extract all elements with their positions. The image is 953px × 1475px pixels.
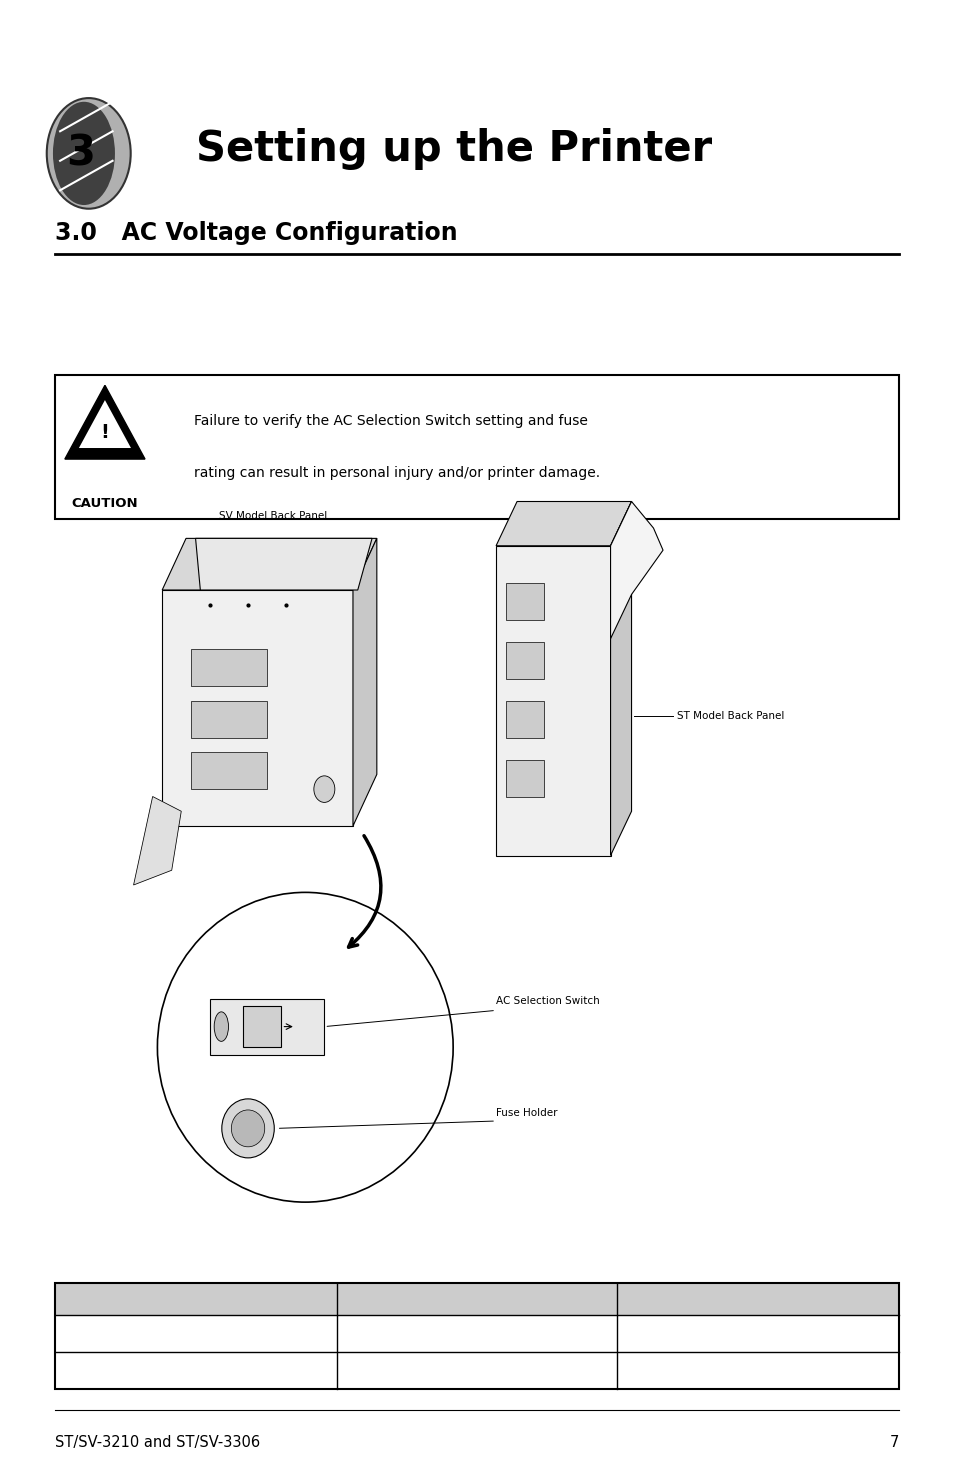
Ellipse shape [157, 892, 453, 1202]
Ellipse shape [232, 1109, 265, 1148]
Text: CAUTION: CAUTION [71, 497, 138, 510]
Polygon shape [162, 538, 376, 590]
Text: ST Model Back Panel: ST Model Back Panel [677, 711, 784, 721]
Text: !: ! [100, 423, 110, 442]
Bar [505, 760, 543, 796]
Bar [505, 583, 543, 620]
Bar [210, 999, 324, 1055]
Bar [191, 649, 267, 686]
Polygon shape [610, 502, 662, 639]
Bar [243, 1006, 281, 1047]
Text: 3.0   AC Voltage Configuration: 3.0 AC Voltage Configuration [55, 221, 457, 245]
Polygon shape [65, 385, 145, 459]
Ellipse shape [221, 1099, 274, 1158]
Bar [162, 590, 353, 826]
Polygon shape [79, 400, 131, 448]
Polygon shape [353, 538, 376, 826]
Ellipse shape [314, 776, 335, 802]
Text: AC Selection Switch: AC Selection Switch [496, 996, 599, 1006]
Bar [55, 375, 898, 519]
Polygon shape [610, 502, 631, 856]
Text: rating can result in personal injury and/or printer damage.: rating can result in personal injury and… [193, 466, 599, 479]
Ellipse shape [52, 102, 114, 205]
Polygon shape [195, 538, 372, 590]
Ellipse shape [213, 1012, 229, 1041]
Text: Fuse Holder: Fuse Holder [496, 1108, 557, 1118]
Polygon shape [496, 502, 631, 546]
Bar [496, 546, 610, 856]
Ellipse shape [47, 97, 131, 208]
FancyArrowPatch shape [348, 836, 380, 947]
Bar [191, 701, 267, 738]
Bar [55, 1283, 898, 1316]
Bar [55, 1283, 898, 1389]
Text: Setting up the Printer: Setting up the Printer [195, 128, 711, 170]
Bar [191, 752, 267, 789]
Bar [505, 701, 543, 738]
Text: 3: 3 [67, 133, 95, 174]
Text: SV Model Back Panel: SV Model Back Panel [219, 510, 327, 521]
Bar [505, 642, 543, 678]
Text: ST/SV-3210 and ST/SV-3306: ST/SV-3210 and ST/SV-3306 [55, 1435, 260, 1450]
Text: Failure to verify the AC Selection Switch setting and fuse: Failure to verify the AC Selection Switc… [193, 414, 587, 428]
Text: 7: 7 [888, 1435, 898, 1450]
Polygon shape [133, 796, 181, 885]
